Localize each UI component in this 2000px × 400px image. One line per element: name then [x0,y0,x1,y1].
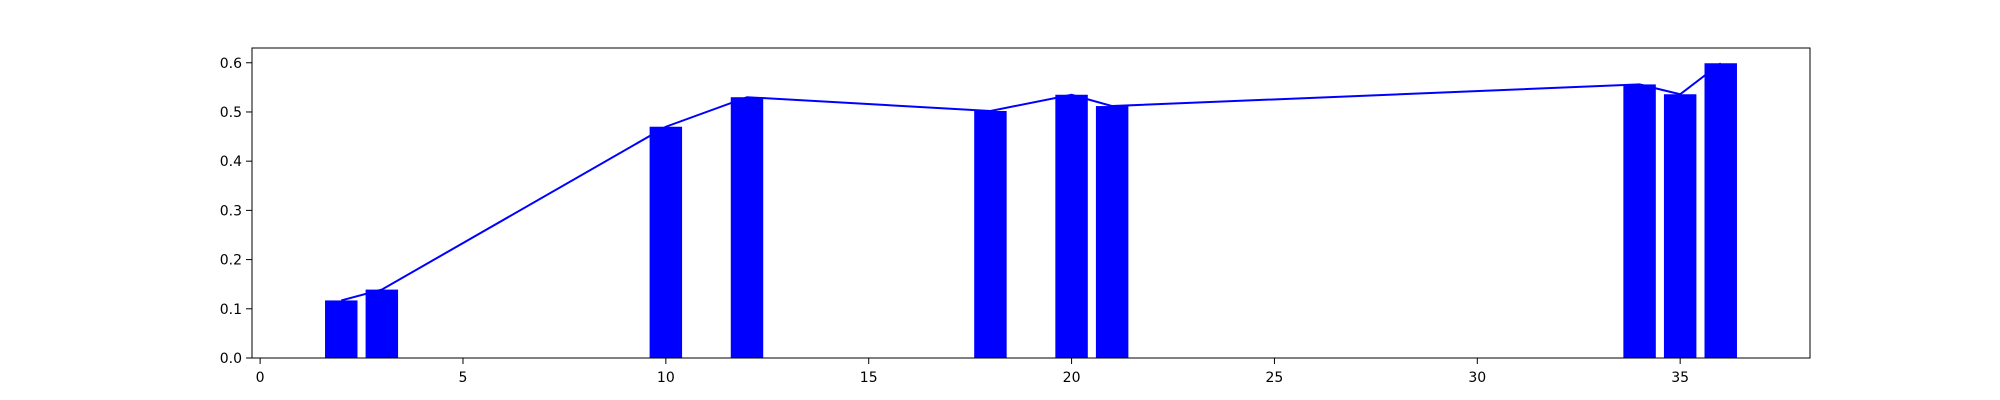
plot-frame [251,47,1811,359]
bar-3 [365,289,399,358]
bar-10 [649,126,683,358]
x-tick-label: 20 [1063,370,1081,386]
bar-36 [1704,63,1737,358]
bar-2 [325,300,358,358]
bar-21 [1095,106,1129,358]
x-tick-label: 25 [1266,370,1284,386]
x-tick-label: 5 [459,370,468,386]
bar-12 [730,97,764,359]
series-line [341,62,1722,302]
bar-18 [974,110,1007,358]
bar-20 [1055,94,1088,358]
y-tick-label: 0.0 [220,351,242,367]
y-axis-ticks: 0.0 0.1 0.2 0.3 0.4 0.5 0.6 [220,56,252,367]
y-tick-label: 0.5 [220,105,242,121]
x-tick-label: 0 [256,370,265,386]
x-tick-label: 35 [1671,370,1689,386]
x-axis-ticks: 0 5 10 15 20 25 30 35 [256,358,1689,386]
y-tick-label: 0.3 [220,203,242,219]
x-tick-label: 15 [860,370,878,386]
y-tick-label: 0.6 [220,56,242,72]
bars-group [325,63,1737,359]
x-tick-label: 10 [657,370,675,386]
y-tick-label: 0.2 [220,253,242,269]
y-tick-label: 0.1 [220,302,242,318]
bar-34 [1623,84,1656,358]
bar-35 [1663,94,1697,358]
x-tick-label: 30 [1468,370,1486,386]
y-tick-label: 0.4 [220,154,242,170]
